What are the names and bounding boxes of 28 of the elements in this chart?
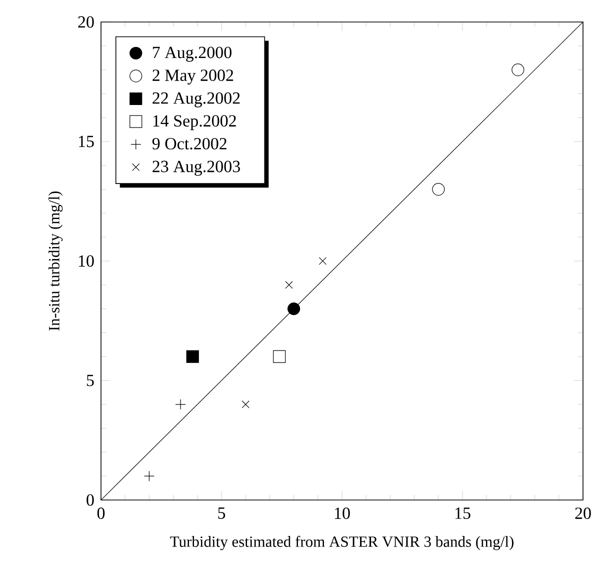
point [285, 281, 293, 289]
point [242, 400, 250, 408]
point [288, 302, 300, 316]
point [318, 257, 327, 265]
x-tick-label: 20 [575, 508, 591, 520]
legend-label: 2 May 2002 [152, 70, 234, 85]
x-axis-title: Turbidity estimated from ASTER VNIR 3 bands (mg/l) [170, 536, 514, 550]
x-tick-label: 0 [97, 508, 105, 520]
point [144, 470, 154, 482]
y-tick-label: 10 [78, 255, 94, 267]
point [432, 182, 445, 196]
y-tick-label: 15 [78, 136, 94, 148]
y-tick-label: 0 [86, 494, 94, 506]
y-tick-label: 5 [86, 374, 94, 386]
point [175, 399, 186, 410]
legend-label: 23 Aug.2003 [152, 160, 240, 176]
x-tick-label: 15 [455, 508, 470, 519]
y-axis-title: In-situ turbidity (mg/l) [48, 191, 63, 331]
point [512, 63, 524, 76]
x-tick-label: 10 [334, 508, 350, 520]
y-tick-label: 20 [78, 16, 94, 28]
x-tick-label: 5 [218, 508, 226, 519]
legend-label: 9 Oct.2002 [152, 138, 226, 150]
point [273, 350, 286, 363]
legend-label: 22 Aug.2002 [152, 92, 240, 108]
legend-label: 14 Sep.2002 [153, 115, 236, 130]
point [186, 350, 199, 363]
legend-label: 7 Aug.2000 [152, 46, 232, 62]
